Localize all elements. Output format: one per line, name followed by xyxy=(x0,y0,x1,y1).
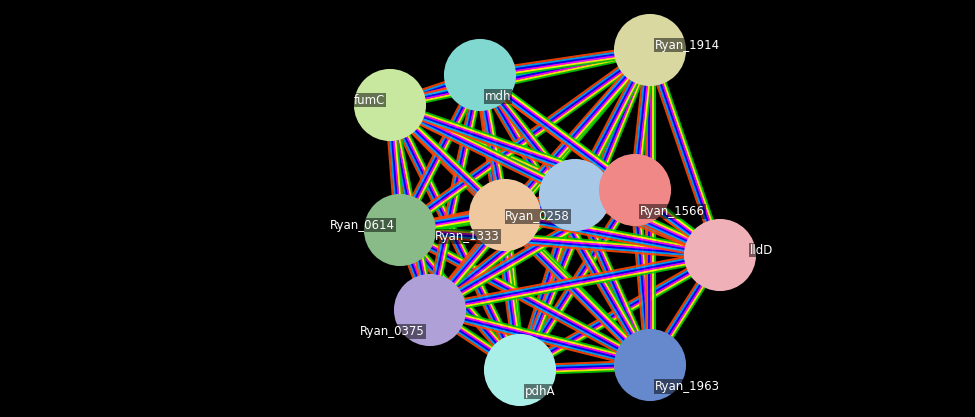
Text: Ryan_0258: Ryan_0258 xyxy=(505,210,570,223)
Circle shape xyxy=(470,180,540,250)
Text: Ryan_0614: Ryan_0614 xyxy=(330,219,395,231)
Text: fumC: fumC xyxy=(354,93,385,106)
Text: Ryan_1333: Ryan_1333 xyxy=(435,230,500,243)
Text: Ryan_0375: Ryan_0375 xyxy=(360,325,425,338)
Text: Ryan_1963: Ryan_1963 xyxy=(655,380,720,393)
Text: Ryan_1566: Ryan_1566 xyxy=(640,205,705,218)
Text: mdh: mdh xyxy=(485,90,512,103)
Circle shape xyxy=(615,15,685,85)
Circle shape xyxy=(395,275,465,345)
Text: pdhA: pdhA xyxy=(525,385,556,398)
Circle shape xyxy=(445,40,515,110)
Text: lldD: lldD xyxy=(750,244,773,256)
Circle shape xyxy=(540,160,610,230)
Circle shape xyxy=(365,195,435,265)
Circle shape xyxy=(685,220,755,290)
Text: Ryan_1914: Ryan_1914 xyxy=(655,38,721,52)
Circle shape xyxy=(355,70,425,140)
Circle shape xyxy=(615,330,685,400)
Circle shape xyxy=(600,155,670,225)
Circle shape xyxy=(485,335,555,405)
